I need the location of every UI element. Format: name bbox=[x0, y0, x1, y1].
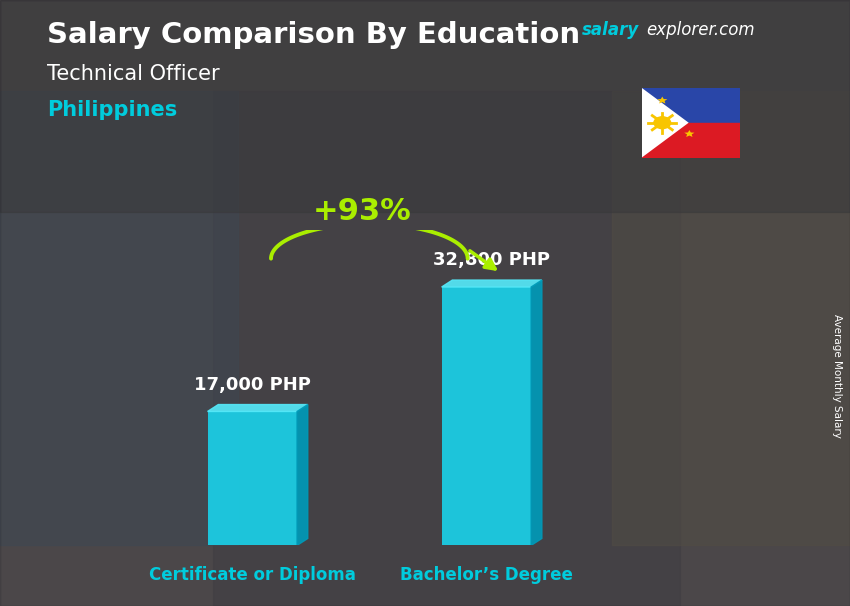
Bar bbox=[207, 411, 297, 545]
Polygon shape bbox=[207, 405, 308, 411]
Bar bbox=[212, 91, 680, 606]
Polygon shape bbox=[442, 280, 541, 287]
Text: +93%: +93% bbox=[313, 196, 411, 225]
Text: Philippines: Philippines bbox=[47, 100, 177, 120]
Text: Average Monthly Salary: Average Monthly Salary bbox=[832, 314, 842, 438]
Circle shape bbox=[654, 117, 671, 128]
Polygon shape bbox=[657, 96, 667, 104]
Text: 17,000 PHP: 17,000 PHP bbox=[194, 376, 311, 393]
Bar bbox=[642, 122, 740, 158]
Polygon shape bbox=[684, 130, 694, 137]
Text: 32,800 PHP: 32,800 PHP bbox=[434, 251, 550, 269]
Bar bbox=[0, 91, 238, 545]
Text: explorer.com: explorer.com bbox=[646, 21, 755, 39]
Polygon shape bbox=[630, 130, 640, 137]
Bar bbox=[0, 0, 850, 212]
Text: Bachelor’s Degree: Bachelor’s Degree bbox=[400, 566, 573, 584]
Bar bbox=[442, 287, 531, 545]
Text: Certificate or Diploma: Certificate or Diploma bbox=[149, 566, 355, 584]
Polygon shape bbox=[642, 88, 688, 158]
Bar bbox=[612, 91, 850, 545]
Bar bbox=[642, 88, 740, 122]
Polygon shape bbox=[531, 280, 541, 545]
Text: salary: salary bbox=[582, 21, 639, 39]
Text: Salary Comparison By Education: Salary Comparison By Education bbox=[47, 21, 580, 49]
Text: Technical Officer: Technical Officer bbox=[47, 64, 219, 84]
Polygon shape bbox=[297, 405, 308, 545]
